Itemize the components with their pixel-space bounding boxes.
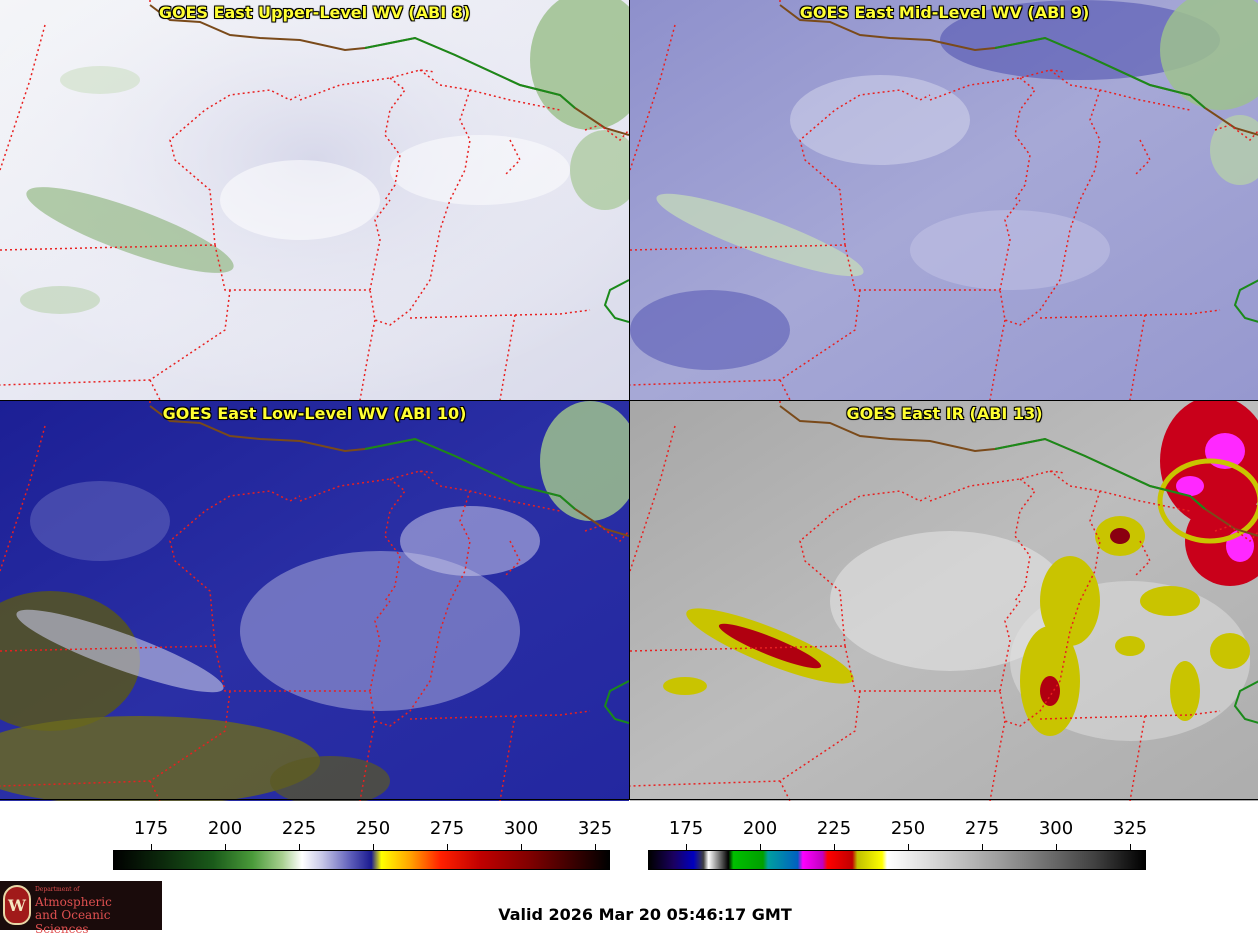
ir-tick-label: 225 [816, 818, 852, 839]
wv-colorbar-gradient [113, 850, 610, 870]
ir-tick-label: 300 [1038, 818, 1074, 839]
low-level-wv-image [0, 401, 629, 801]
panel-upper-level-wv: GOES East Upper-Level WV (ABI 8) [0, 0, 629, 400]
wv-tick-label: 300 [503, 818, 539, 839]
panel-low-level-wv: GOES East Low-Level WV (ABI 10) [0, 401, 629, 801]
panel-title: GOES East Upper-Level WV (ABI 8) [158, 3, 471, 22]
wv-tick-label: 200 [207, 818, 243, 839]
panel-title: GOES East Low-Level WV (ABI 10) [162, 404, 467, 423]
panel-title: GOES East IR (ABI 13) [846, 404, 1043, 423]
ir-colorbar-gradient [648, 850, 1146, 870]
ir-tick-label: 275 [964, 818, 1000, 839]
logo-line1: Atmospheric [35, 895, 112, 909]
ir-tick-label: 250 [890, 818, 926, 839]
ir-tick-label: 200 [742, 818, 778, 839]
mid-level-wv-image [630, 0, 1258, 400]
panel-mid-level-wv: GOES East Mid-Level WV (ABI 9) [630, 0, 1258, 400]
panel-ir: GOES East IR (ABI 13) [630, 401, 1258, 801]
wv-tick-label: 225 [281, 818, 317, 839]
ir-tick-label: 175 [668, 818, 704, 839]
wv-tick-label: 175 [133, 818, 169, 839]
panel-bottom-border [0, 799, 1258, 800]
uw-seal-icon: W [3, 885, 31, 925]
aos-logo: W Department of Atmospheric and Oceanic … [0, 881, 162, 936]
valid-time: Valid 2026 Mar 20 05:46:17 GMT [498, 905, 792, 924]
logo-department: Department of [35, 886, 80, 893]
wv-tick-label: 250 [355, 818, 391, 839]
upper-level-wv-image [0, 0, 629, 400]
panel-title: GOES East Mid-Level WV (ABI 9) [799, 3, 1090, 22]
wv-tick-label: 325 [577, 818, 613, 839]
ir-tick-label: 325 [1112, 818, 1148, 839]
wv-tick-label: 275 [429, 818, 465, 839]
ir-image [630, 401, 1258, 801]
panel-divider-horizontal [0, 400, 1258, 401]
